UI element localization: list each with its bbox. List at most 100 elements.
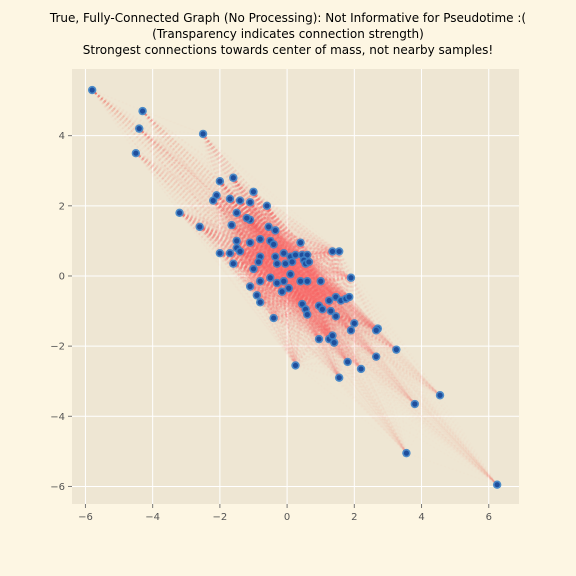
data-point	[198, 129, 208, 139]
graph-edge	[235, 212, 251, 243]
graph-edge	[235, 212, 297, 366]
graph-edge	[215, 194, 303, 305]
graph-edge	[212, 199, 293, 263]
data-point	[245, 282, 255, 291]
graph-edge	[229, 198, 303, 305]
graph-edge	[266, 205, 324, 310]
graph-edge	[215, 195, 238, 249]
graph-edge	[249, 219, 308, 315]
graph-edge	[215, 194, 278, 284]
graph-edge	[219, 180, 337, 298]
graph-edge	[216, 194, 303, 256]
graph-edge	[199, 226, 330, 302]
data-point-core	[328, 308, 334, 314]
graph-edge	[219, 180, 260, 263]
graph-edge	[219, 180, 305, 261]
data-point	[371, 352, 381, 361]
y-tick-label: 0	[59, 271, 65, 282]
graph-edge	[229, 198, 292, 258]
data-point-core	[234, 238, 240, 244]
graph-edge	[249, 201, 308, 282]
graph-edge	[252, 191, 277, 231]
data-point-core	[229, 222, 235, 228]
data-point-core	[297, 240, 304, 246]
data-point	[135, 124, 144, 133]
data-point-core	[348, 327, 354, 333]
data-point-core	[412, 401, 418, 407]
graph-edge	[252, 191, 342, 302]
graph-edge	[215, 194, 308, 316]
graph-edge	[232, 177, 276, 231]
graph-edge	[212, 199, 320, 307]
graph-edge	[239, 200, 278, 265]
graph-edge	[259, 205, 268, 257]
graph-edge	[199, 226, 261, 258]
graph-edge	[199, 226, 350, 298]
graph-edge	[235, 212, 261, 303]
graph-edge	[219, 252, 337, 298]
graph-edge	[219, 252, 332, 312]
graph-edge	[232, 177, 238, 241]
data-point-core	[210, 197, 216, 204]
graph-edge	[219, 180, 251, 244]
graph-edge	[199, 226, 330, 340]
data-point-core	[264, 203, 270, 209]
graph-edge	[235, 212, 272, 279]
graph-edge	[219, 181, 261, 303]
data-point-core	[403, 450, 410, 456]
graph-edge	[212, 200, 231, 254]
graph-edge	[215, 194, 260, 263]
data-point	[296, 238, 305, 247]
y-tick-label: −2	[50, 342, 65, 353]
graph-edge	[219, 180, 270, 228]
graph-edge	[239, 199, 340, 253]
data-point-core	[304, 311, 310, 318]
graph-edge	[199, 226, 283, 293]
graph-edge	[215, 194, 251, 244]
graph-edge	[219, 180, 303, 256]
data-point	[256, 298, 265, 307]
graph-edge	[249, 219, 333, 253]
graph-edge	[235, 212, 255, 270]
graph-edge	[236, 212, 276, 232]
data-point	[269, 313, 278, 323]
graph-edge	[212, 200, 255, 270]
graph-edge	[252, 191, 320, 307]
graph-edge	[215, 194, 308, 282]
data-point-core	[244, 215, 250, 221]
data-point-core	[247, 283, 253, 290]
graph-edge	[266, 205, 278, 284]
graph-edge	[239, 200, 334, 337]
graph-edge	[232, 177, 277, 258]
graph-edge	[219, 252, 286, 265]
data-point	[345, 292, 354, 302]
graph-edge	[256, 205, 268, 296]
graph-edge	[249, 202, 255, 269]
graph-edge	[239, 219, 251, 252]
graph-edge	[249, 201, 270, 228]
graph-edge	[219, 252, 271, 279]
graph-edge	[239, 200, 261, 257]
data-point	[410, 399, 420, 409]
graph-edge	[252, 191, 324, 310]
graph-edge	[249, 201, 272, 242]
data-point	[318, 305, 327, 314]
graph-edge	[236, 212, 271, 242]
graph-edge	[249, 201, 305, 261]
graph-edge	[212, 200, 235, 264]
graph-edge	[179, 212, 308, 256]
data-point-core	[217, 178, 223, 184]
graph-edge	[232, 177, 303, 256]
graph-edge	[219, 252, 323, 311]
graph-edge	[252, 191, 275, 319]
data-point-core	[279, 289, 285, 295]
graph-edge	[239, 199, 308, 256]
graph-edge	[236, 212, 320, 307]
data-point-core	[237, 197, 243, 204]
graph-edge	[239, 200, 302, 282]
graph-edge	[212, 200, 283, 293]
data-point-core	[358, 366, 364, 372]
graph-edge	[219, 180, 275, 319]
